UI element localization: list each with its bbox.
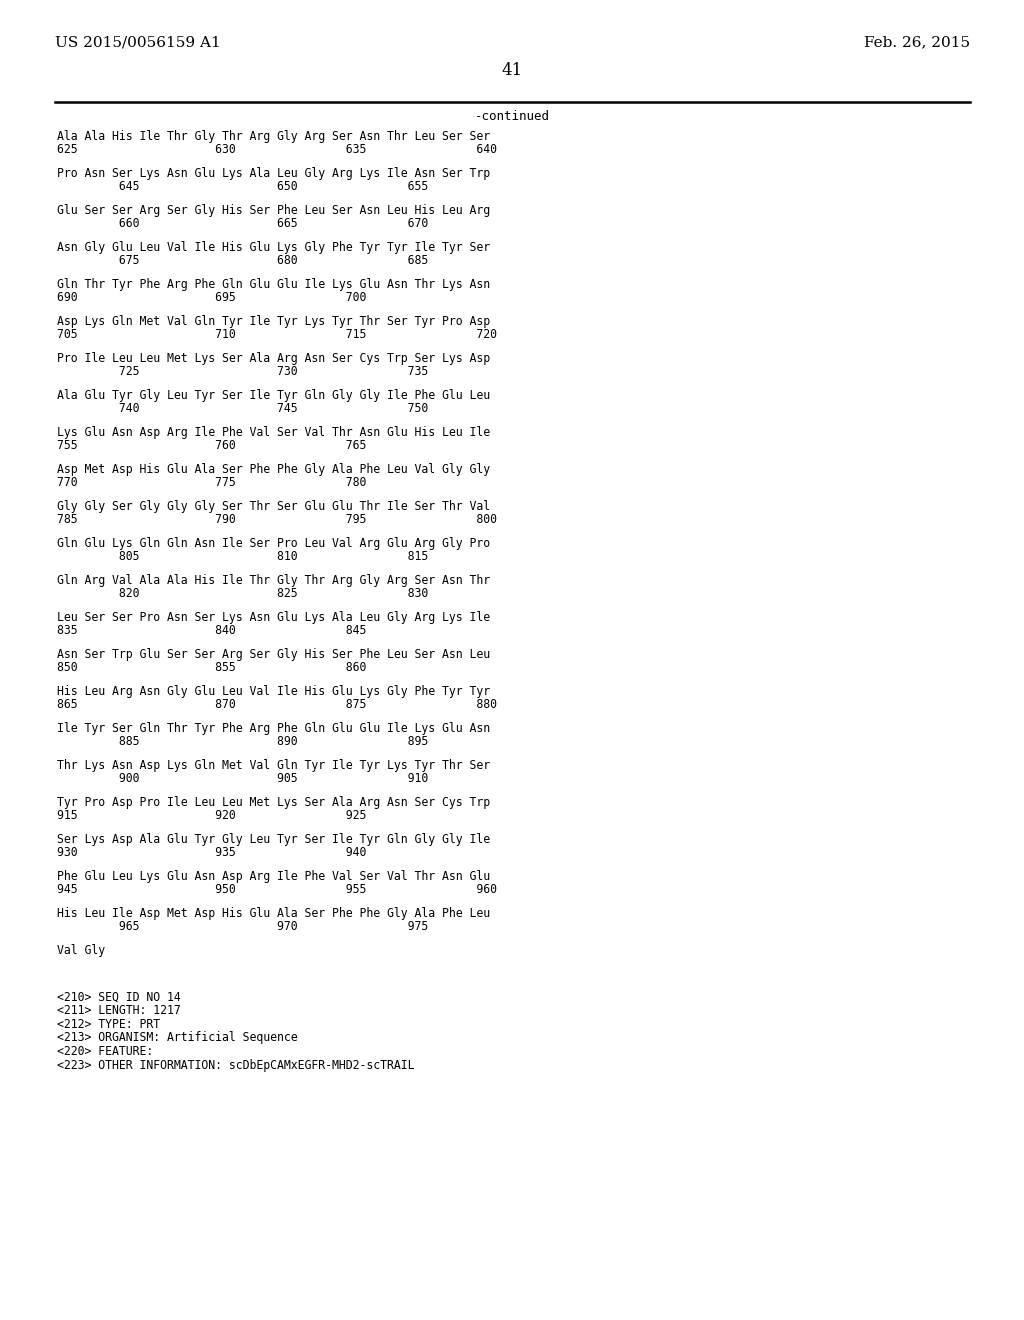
Text: <213> ORGANISM: Artificial Sequence: <213> ORGANISM: Artificial Sequence <box>57 1031 298 1044</box>
Text: -continued: -continued <box>474 110 550 123</box>
Text: 885                    890                895: 885 890 895 <box>57 735 428 748</box>
Text: 725                    730                735: 725 730 735 <box>57 366 428 378</box>
Text: 690                    695                700: 690 695 700 <box>57 290 367 304</box>
Text: 41: 41 <box>502 62 522 79</box>
Text: Asp Lys Gln Met Val Gln Tyr Ile Tyr Lys Tyr Thr Ser Tyr Pro Asp: Asp Lys Gln Met Val Gln Tyr Ile Tyr Lys … <box>57 315 490 327</box>
Text: <223> OTHER INFORMATION: scDbEpCAMxEGFR-MHD2-scTRAIL: <223> OTHER INFORMATION: scDbEpCAMxEGFR-… <box>57 1059 415 1072</box>
Text: Glu Ser Ser Arg Ser Gly His Ser Phe Leu Ser Asn Leu His Leu Arg: Glu Ser Ser Arg Ser Gly His Ser Phe Leu … <box>57 205 490 216</box>
Text: 900                    905                910: 900 905 910 <box>57 772 428 785</box>
Text: Asp Met Asp His Glu Ala Ser Phe Phe Gly Ala Phe Leu Val Gly Gly: Asp Met Asp His Glu Ala Ser Phe Phe Gly … <box>57 463 490 477</box>
Text: Ile Tyr Ser Gln Thr Tyr Phe Arg Phe Gln Glu Glu Ile Lys Glu Asn: Ile Tyr Ser Gln Thr Tyr Phe Arg Phe Gln … <box>57 722 490 735</box>
Text: Tyr Pro Asp Pro Ile Leu Leu Met Lys Ser Ala Arg Asn Ser Cys Trp: Tyr Pro Asp Pro Ile Leu Leu Met Lys Ser … <box>57 796 490 809</box>
Text: <210> SEQ ID NO 14: <210> SEQ ID NO 14 <box>57 991 181 1005</box>
Text: <212> TYPE: PRT: <212> TYPE: PRT <box>57 1018 160 1031</box>
Text: Gly Gly Ser Gly Gly Gly Ser Thr Ser Glu Glu Thr Ile Ser Thr Val: Gly Gly Ser Gly Gly Gly Ser Thr Ser Glu … <box>57 500 490 513</box>
Text: Gln Thr Tyr Phe Arg Phe Gln Glu Glu Ile Lys Glu Asn Thr Lys Asn: Gln Thr Tyr Phe Arg Phe Gln Glu Glu Ile … <box>57 279 490 290</box>
Text: 705                    710                715                720: 705 710 715 720 <box>57 327 497 341</box>
Text: His Leu Arg Asn Gly Glu Leu Val Ile His Glu Lys Gly Phe Tyr Tyr: His Leu Arg Asn Gly Glu Leu Val Ile His … <box>57 685 490 698</box>
Text: US 2015/0056159 A1: US 2015/0056159 A1 <box>55 36 221 49</box>
Text: 675                    680                685: 675 680 685 <box>57 253 428 267</box>
Text: 645                    650                655: 645 650 655 <box>57 180 428 193</box>
Text: Gln Arg Val Ala Ala His Ile Thr Gly Thr Arg Gly Arg Ser Asn Thr: Gln Arg Val Ala Ala His Ile Thr Gly Thr … <box>57 574 490 587</box>
Text: 835                    840                845: 835 840 845 <box>57 624 367 638</box>
Text: 755                    760                765: 755 760 765 <box>57 440 367 451</box>
Text: 660                    665                670: 660 665 670 <box>57 216 428 230</box>
Text: 820                    825                830: 820 825 830 <box>57 587 428 601</box>
Text: <220> FEATURE:: <220> FEATURE: <box>57 1045 154 1059</box>
Text: Ala Glu Tyr Gly Leu Tyr Ser Ile Tyr Gln Gly Gly Ile Phe Glu Leu: Ala Glu Tyr Gly Leu Tyr Ser Ile Tyr Gln … <box>57 389 490 403</box>
Text: Ser Lys Asp Ala Glu Tyr Gly Leu Tyr Ser Ile Tyr Gln Gly Gly Ile: Ser Lys Asp Ala Glu Tyr Gly Leu Tyr Ser … <box>57 833 490 846</box>
Text: Feb. 26, 2015: Feb. 26, 2015 <box>864 36 970 49</box>
Text: 945                    950                955                960: 945 950 955 960 <box>57 883 497 896</box>
Text: Asn Ser Trp Glu Ser Ser Arg Ser Gly His Ser Phe Leu Ser Asn Leu: Asn Ser Trp Glu Ser Ser Arg Ser Gly His … <box>57 648 490 661</box>
Text: <211> LENGTH: 1217: <211> LENGTH: 1217 <box>57 1005 181 1018</box>
Text: Ala Ala His Ile Thr Gly Thr Arg Gly Arg Ser Asn Thr Leu Ser Ser: Ala Ala His Ile Thr Gly Thr Arg Gly Arg … <box>57 129 490 143</box>
Text: Phe Glu Leu Lys Glu Asn Asp Arg Ile Phe Val Ser Val Thr Asn Glu: Phe Glu Leu Lys Glu Asn Asp Arg Ile Phe … <box>57 870 490 883</box>
Text: 770                    775                780: 770 775 780 <box>57 477 367 488</box>
Text: 915                    920                925: 915 920 925 <box>57 809 367 822</box>
Text: Asn Gly Glu Leu Val Ile His Glu Lys Gly Phe Tyr Tyr Ile Tyr Ser: Asn Gly Glu Leu Val Ile His Glu Lys Gly … <box>57 242 490 253</box>
Text: 625                    630                635                640: 625 630 635 640 <box>57 143 497 156</box>
Text: Val Gly: Val Gly <box>57 944 105 957</box>
Text: His Leu Ile Asp Met Asp His Glu Ala Ser Phe Phe Gly Ala Phe Leu: His Leu Ile Asp Met Asp His Glu Ala Ser … <box>57 907 490 920</box>
Text: 865                    870                875                880: 865 870 875 880 <box>57 698 497 711</box>
Text: Thr Lys Asn Asp Lys Gln Met Val Gln Tyr Ile Tyr Lys Tyr Thr Ser: Thr Lys Asn Asp Lys Gln Met Val Gln Tyr … <box>57 759 490 772</box>
Text: 965                    970                975: 965 970 975 <box>57 920 428 933</box>
Text: Lys Glu Asn Asp Arg Ile Phe Val Ser Val Thr Asn Glu His Leu Ile: Lys Glu Asn Asp Arg Ile Phe Val Ser Val … <box>57 426 490 440</box>
Text: Pro Ile Leu Leu Met Lys Ser Ala Arg Asn Ser Cys Trp Ser Lys Asp: Pro Ile Leu Leu Met Lys Ser Ala Arg Asn … <box>57 352 490 366</box>
Text: 740                    745                750: 740 745 750 <box>57 403 428 414</box>
Text: Pro Asn Ser Lys Asn Glu Lys Ala Leu Gly Arg Lys Ile Asn Ser Trp: Pro Asn Ser Lys Asn Glu Lys Ala Leu Gly … <box>57 168 490 180</box>
Text: Gln Glu Lys Gln Gln Asn Ile Ser Pro Leu Val Arg Glu Arg Gly Pro: Gln Glu Lys Gln Gln Asn Ile Ser Pro Leu … <box>57 537 490 550</box>
Text: 930                    935                940: 930 935 940 <box>57 846 367 859</box>
Text: 850                    855                860: 850 855 860 <box>57 661 367 675</box>
Text: 785                    790                795                800: 785 790 795 800 <box>57 513 497 525</box>
Text: Leu Ser Ser Pro Asn Ser Lys Asn Glu Lys Ala Leu Gly Arg Lys Ile: Leu Ser Ser Pro Asn Ser Lys Asn Glu Lys … <box>57 611 490 624</box>
Text: 805                    810                815: 805 810 815 <box>57 550 428 564</box>
